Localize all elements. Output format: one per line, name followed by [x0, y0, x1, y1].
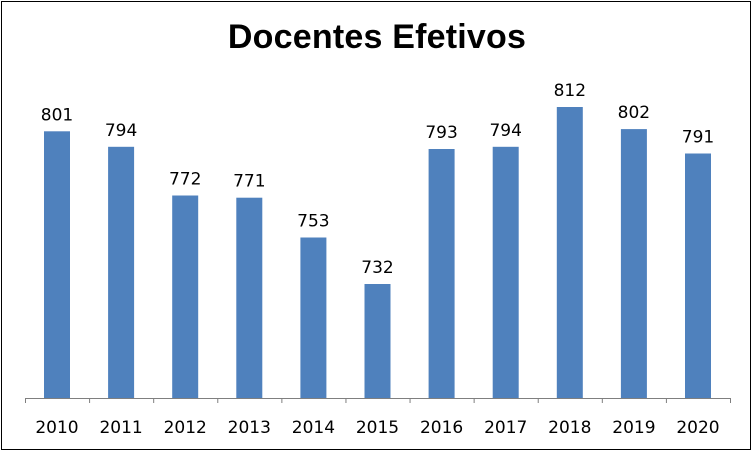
x-tick-label-2013: 2013 — [228, 418, 271, 438]
x-tick-label-2019: 2019 — [612, 418, 655, 438]
data-label-2014: 753 — [297, 212, 329, 232]
x-tick-label-2018: 2018 — [548, 418, 591, 438]
x-tick-label-2011: 2011 — [99, 418, 142, 438]
data-label-2018: 812 — [554, 81, 586, 101]
x-tick-label-2016: 2016 — [420, 418, 463, 438]
bars-group — [44, 107, 711, 399]
x-tick-label-2015: 2015 — [356, 418, 399, 438]
data-label-2012: 772 — [169, 170, 201, 190]
data-label-2015: 732 — [361, 258, 393, 278]
bar-2020 — [685, 153, 711, 398]
data-label-2017: 794 — [489, 121, 521, 141]
data-label-2011: 794 — [105, 121, 137, 141]
bar-2014 — [300, 237, 327, 398]
data-labels-group: 801 794 772 771 753 732 793 794 812 802 791 — [41, 81, 714, 278]
tick-marks-group — [25, 398, 731, 403]
x-tick-label-2012: 2012 — [164, 418, 207, 438]
data-label-2019: 802 — [618, 103, 650, 123]
bar-2013 — [236, 197, 263, 398]
data-label-2010: 801 — [41, 105, 73, 125]
x-tick-label-2020: 2020 — [676, 418, 719, 438]
chart-title: Docentes Efetivos — [227, 18, 527, 56]
x-tick-label-2014: 2014 — [292, 418, 335, 438]
bar-2016 — [428, 149, 455, 398]
bar-2015 — [364, 284, 391, 398]
x-tick-label-2010: 2010 — [35, 418, 78, 438]
bar-2017 — [492, 146, 519, 398]
bar-2010 — [44, 131, 70, 399]
data-label-2013: 771 — [233, 172, 265, 192]
x-tick-labels-group: 2010 2011 2012 2013 2014 2015 2016 2017 2018 2019… — [35, 418, 719, 438]
bar-2012 — [172, 195, 199, 398]
data-label-2020: 791 — [682, 128, 714, 148]
bar-2018 — [556, 107, 583, 398]
bar-2019 — [620, 129, 647, 398]
x-tick-label-2017: 2017 — [484, 418, 527, 438]
data-label-2016: 793 — [425, 123, 457, 143]
bar-2011 — [108, 146, 135, 398]
